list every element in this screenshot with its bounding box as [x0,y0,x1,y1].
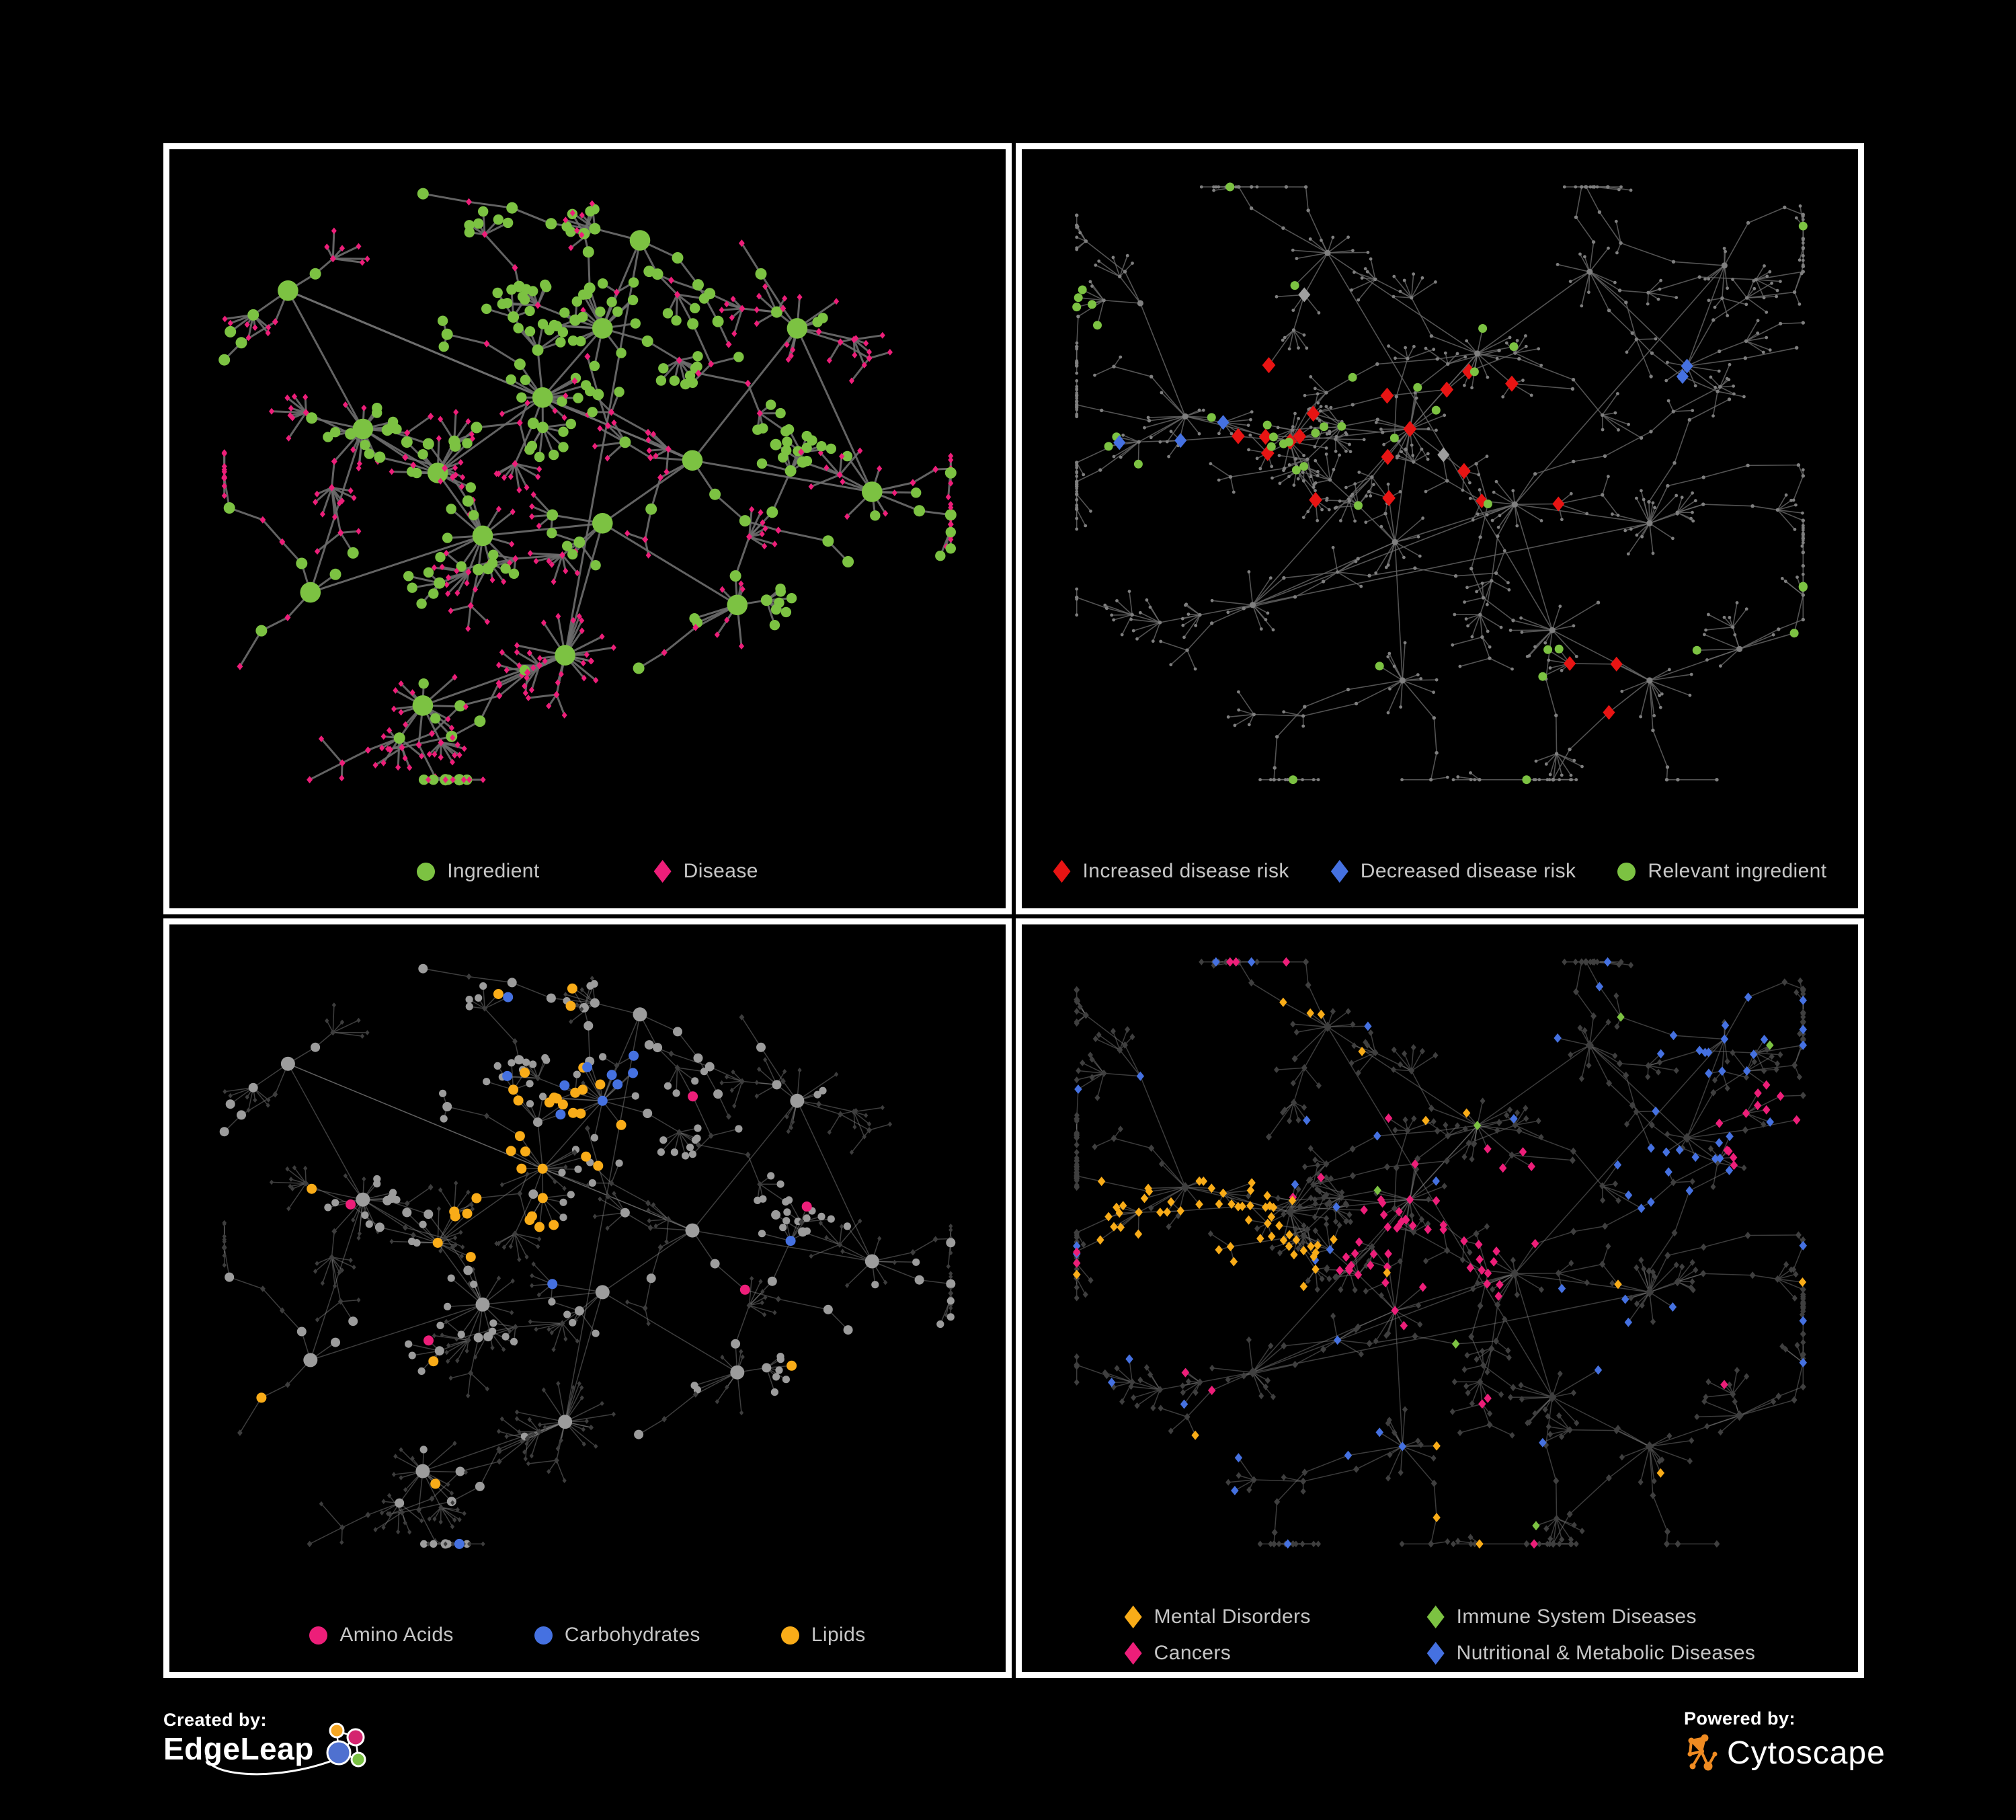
relevant-ingredient-circle-icon [1617,862,1636,881]
legend-label-amino-acids: Amino Acids [339,1624,454,1646]
lipids-circle-icon [780,1626,799,1645]
carbohydrates-circle-icon [534,1626,553,1645]
legend-item-disease: Disease [653,860,758,883]
legend-item-ingredient: Ingredient [417,860,539,883]
panel-compound-classes: Amino Acids Carbohydrates Lipids [163,918,1012,1678]
powered-by-label: Powered by: [1684,1708,1796,1729]
legend-label-immune-diseases: Immune System Diseases [1456,1606,1697,1628]
ingredient-circle-icon [417,862,436,881]
legend-item-carbohydrates: Carbohydrates [534,1624,700,1647]
nutritional-metabolic-diamond-icon [1426,1642,1445,1665]
legend-compound-classes: Amino Acids Carbohydrates Lipids [169,1598,1006,1672]
cancers-diamond-icon [1124,1642,1142,1665]
created-by-label: Created by: [163,1710,268,1730]
panel-grid: Ingredient Disease Increased disease ris… [163,143,1864,1678]
ingredient-disease-network-graph [218,188,957,786]
panel-disease-risk: Increased disease risk Decreased disease… [1016,143,1864,914]
disease-risk-network-graph [1072,182,1808,785]
legend-label-disease: Disease [683,860,758,882]
legend-ingredient-disease: Ingredient Disease [169,834,1006,908]
legend-label-carbohydrates: Carbohydrates [564,1624,700,1646]
legend-label-increased-risk: Increased disease risk [1082,860,1289,882]
disease-classes-network-graph [1073,957,1807,1549]
cytoscape-logo: Cytoscape [1684,1733,1886,1774]
legend-item-decreased-risk: Decreased disease risk [1330,860,1576,883]
legend-label-mental-disorders: Mental Disorders [1154,1606,1311,1628]
creator-branding: Created by: EdgeLeap [163,1710,378,1782]
legend-label-decreased-risk: Decreased disease risk [1360,860,1576,882]
panel-disease-classes: Mental Disorders Immune System Diseases … [1016,918,1864,1678]
cytoscape-network-icon [1687,1734,1718,1771]
legend-label-cancers: Cancers [1154,1642,1232,1664]
edgeleap-network-icon [205,1723,366,1776]
powered-by-branding: Powered by: [1684,1708,1886,1774]
legend-label-relevant-ingredient: Relevant ingredient [1648,860,1827,882]
increased-risk-diamond-icon [1053,860,1071,883]
legend-item-mental-disorders: Mental Disorders [1124,1606,1387,1628]
legend-label-ingredient: Ingredient [447,860,540,882]
legend-item-immune-diseases: Immune System Diseases [1426,1606,1756,1628]
legend-item-cancers: Cancers [1124,1642,1387,1665]
legend-disease-classes: Mental Disorders Immune System Diseases … [1022,1598,1858,1672]
mental-disorders-diamond-icon [1124,1606,1142,1628]
edgeleap-logo: EdgeLeap [163,1723,378,1782]
legend-item-nutritional-metabolic: Nutritional & Metabolic Diseases [1426,1642,1756,1665]
decreased-risk-diamond-icon [1330,860,1348,883]
compound-classes-network-graph [219,963,956,1549]
cytoscape-wordmark: Cytoscape [1727,1735,1886,1771]
legend-item-lipids: Lipids [780,1624,866,1647]
immune-diseases-diamond-icon [1426,1606,1445,1628]
legend-label-nutritional-metabolic: Nutritional & Metabolic Diseases [1456,1642,1756,1664]
edgeleap-wordmark: EdgeLeap [163,1731,314,1766]
legend-item-relevant-ingredient: Relevant ingredient [1617,860,1826,883]
amino-acids-circle-icon [309,1626,328,1645]
panel-ingredient-disease: Ingredient Disease [163,143,1012,914]
legend-label-lipids: Lipids [811,1624,866,1646]
legend-item-amino-acids: Amino Acids [309,1624,453,1647]
legend-disease-risk: Increased disease risk Decreased disease… [1022,834,1858,908]
disease-diamond-icon [653,860,672,883]
legend-item-increased-risk: Increased disease risk [1053,860,1289,883]
